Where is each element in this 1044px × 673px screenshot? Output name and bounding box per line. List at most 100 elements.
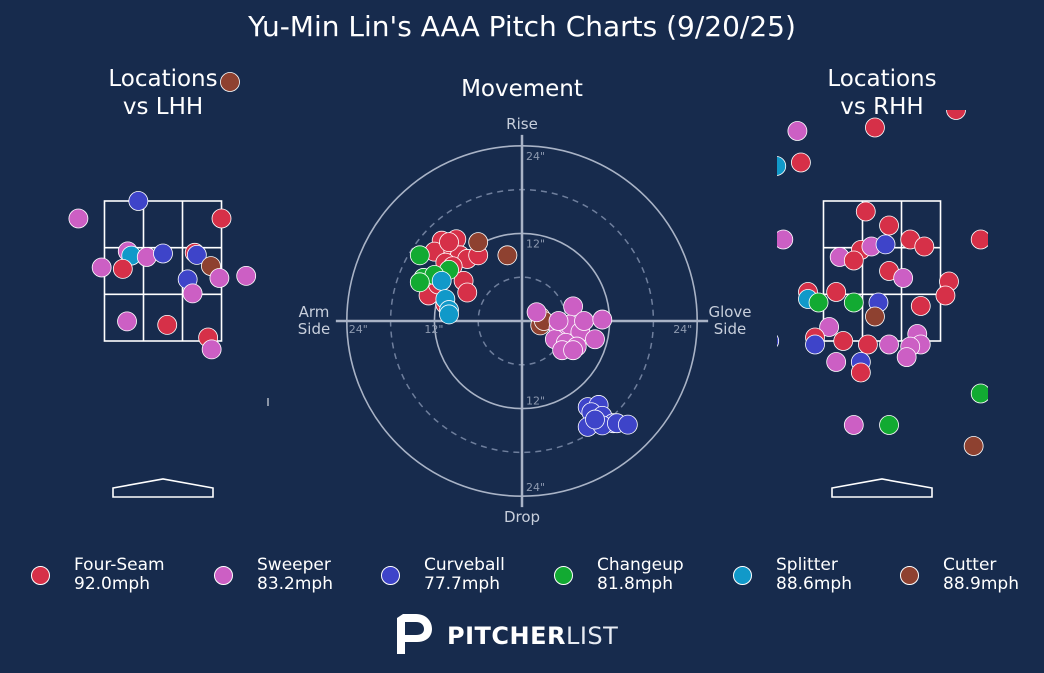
movement-point-sweeper (563, 340, 583, 361)
location-chart-lhh (68, 72, 269, 498)
movement-point-four-seam (457, 282, 478, 303)
ring-tick-labels: 24" 12" 12" 24" 24" 12" 24" (349, 150, 692, 494)
pitch-point-four-seam (970, 229, 988, 250)
drop-label: Drop (504, 508, 540, 526)
movement-chart: Rise Drop Arm Side Glove Side 24"12"12"24"… (298, 115, 752, 526)
pitch-point-four-seam (833, 331, 854, 351)
pitch-point-sweeper (182, 283, 203, 304)
pitch-point-sweeper (893, 268, 914, 288)
tick-12-top: 12" (526, 237, 545, 250)
pitch-point-sweeper (236, 265, 257, 286)
pitch-point-changeup (843, 292, 864, 313)
pitch-points-movement (409, 229, 638, 437)
pitch-point-curveball (153, 243, 173, 264)
pitch-point-sweeper (826, 352, 847, 372)
pitcherlist-logo: PITCHERLIST (395, 612, 635, 658)
legend-pitch-name: Curveball (424, 555, 505, 575)
pitch-point-sweeper (117, 311, 137, 332)
legend-marker (900, 566, 919, 585)
pitch-point-cutter (963, 436, 984, 456)
pitch-point-curveball (186, 244, 207, 265)
pitch-point-four-seam (865, 117, 885, 138)
pitch-point-cutter (220, 72, 240, 92)
pitch-point-four-seam (826, 282, 847, 302)
location-chart-rhh (777, 66, 988, 498)
legend-label: Sweeper 83.2mph (257, 556, 333, 594)
movement-point-curveball (617, 414, 638, 435)
movement-point-sweeper (592, 309, 613, 330)
pitch-point-sweeper (879, 334, 899, 355)
legend-label: Changeup 81.8mph (597, 556, 684, 594)
tick-24-right: 24" (673, 323, 692, 336)
arm-side-label: Arm Side (298, 303, 330, 338)
brand-light-text: LIST (565, 622, 619, 650)
pitch-point-sweeper (819, 317, 840, 337)
legend-label: Splitter 88.6mph (776, 556, 852, 594)
pitch-point-four-seam (211, 208, 232, 229)
pitch-point-sweeper (209, 268, 230, 288)
pitch-point-sweeper (91, 257, 112, 278)
pitch-point-four-seam (858, 334, 878, 355)
movement-point-sweeper (574, 311, 594, 331)
pitch-point-sweeper (136, 247, 157, 267)
legend-pitch-name: Splitter (776, 555, 838, 575)
pitch-points-lhh (68, 72, 257, 360)
pitch-point-cutter (865, 306, 885, 327)
movement-point-sweeper (526, 302, 547, 323)
legend-pitch-speed: 88.9mph (943, 574, 1019, 594)
pitch-point-splitter (777, 156, 787, 176)
tick-24-bottom: 24" (526, 481, 545, 494)
pitch-point-changeup (808, 292, 829, 313)
movement-point-curveball (585, 409, 605, 430)
pitch-point-four-seam (157, 314, 178, 335)
pitch-point-four-seam (843, 250, 864, 271)
pitch-point-changeup (879, 415, 899, 435)
pitch-point-cutter (915, 66, 934, 85)
pitch-point-four-seam (850, 362, 871, 383)
pitch-point-four-seam (112, 258, 133, 279)
pitch-point-sweeper (777, 229, 794, 250)
tick-12-bottom: 12" (526, 395, 545, 408)
legend-pitch-speed: 88.6mph (776, 574, 852, 594)
pitch-point-four-seam (946, 110, 966, 120)
pitch-point-curveball (875, 234, 896, 255)
legend-label: Four-Seam 92.0mph (74, 556, 165, 594)
brand-bold-text: PITCHER (447, 622, 566, 650)
left-panel-title: Locations vs LHH (108, 66, 218, 120)
pitcherlist-p-icon (397, 614, 432, 654)
movement-point-cutter (468, 232, 489, 253)
tick-12-left: 12" (424, 323, 443, 336)
legend-label: Cutter 88.9mph (943, 556, 1019, 594)
pitch-point-changeup (970, 383, 988, 404)
legend-marker (381, 566, 400, 585)
pitch-point-four-seam (910, 296, 931, 316)
movement-point-sweeper (585, 329, 605, 350)
movement-grid (335, 134, 709, 508)
tick-24-left: 24" (349, 323, 368, 336)
pitch-point-curveball (128, 191, 149, 211)
legend-pitch-name: Changeup (597, 555, 684, 575)
pitch-point-sweeper (896, 347, 917, 368)
pitch-points-rhh (777, 66, 988, 456)
movement-point-splitter (439, 304, 459, 325)
pitch-point-curveball (805, 334, 825, 355)
glove-side-label: Glove Side (708, 303, 751, 338)
chart-title: Yu-Min Lin's AAA Pitch Charts (9/20/25) (248, 10, 796, 43)
legend-label: Curveball 77.7mph (424, 556, 505, 594)
movement-point-cutter (497, 245, 518, 266)
legend-pitch-speed: 81.8mph (597, 574, 673, 594)
legend-pitch-name: Cutter (943, 555, 997, 575)
legend-marker (554, 566, 573, 585)
legend-marker (733, 566, 752, 585)
tick-24-top: 24" (526, 150, 545, 163)
pitch-point-sweeper (787, 121, 808, 141)
pitch-point-sweeper (68, 208, 89, 229)
home-plate-lhh (112, 478, 214, 498)
movement-panel-title: Movement (461, 76, 583, 102)
movement-point-splitter (431, 270, 452, 291)
legend-pitch-speed: 77.7mph (424, 574, 500, 594)
home-plate-rhh (831, 478, 933, 498)
legend-marker (214, 566, 233, 585)
pitch-point-sweeper (843, 415, 864, 435)
